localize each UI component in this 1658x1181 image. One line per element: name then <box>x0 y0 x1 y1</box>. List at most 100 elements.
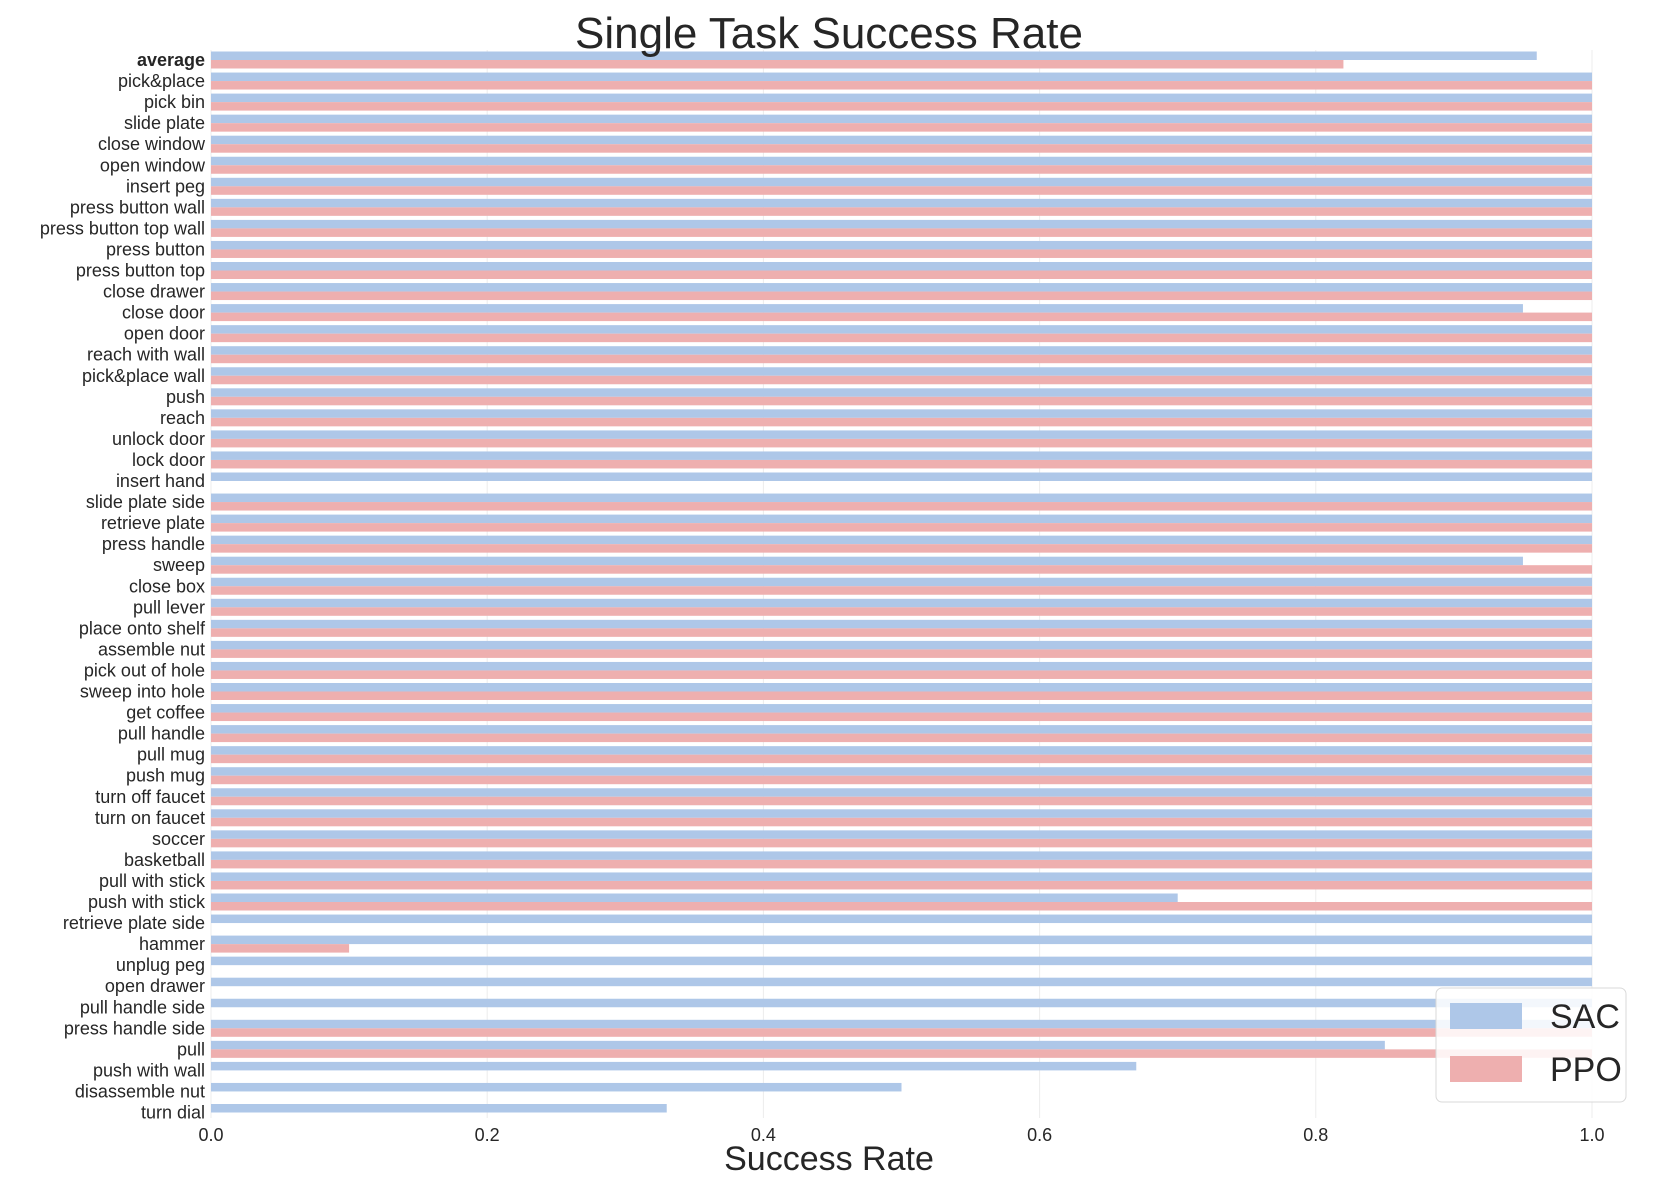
y-tick-label: pick&place <box>118 71 205 91</box>
bar-sac <box>211 430 1592 439</box>
bar-ppo <box>211 565 1592 574</box>
bar-ppo <box>211 144 1592 153</box>
bar-sac <box>211 177 1592 187</box>
bar-ppo <box>211 1028 1592 1037</box>
bar-sac <box>211 514 1592 524</box>
y-tick-label: press handle side <box>64 1018 205 1038</box>
y-tick-label: retrieve plate <box>101 513 205 533</box>
y-tick-label: pick bin <box>144 92 205 112</box>
x-tick-label: 0.2 <box>475 1125 500 1145</box>
bar-ppo <box>211 123 1592 132</box>
bar-sac <box>211 619 1592 629</box>
bar-sac <box>211 135 1592 145</box>
y-tick-label: press button top <box>76 261 205 281</box>
bar-ppo <box>211 880 1592 890</box>
bar-sac <box>211 998 1592 1008</box>
bar-sac <box>211 893 1178 902</box>
bar-ppo <box>211 502 1592 511</box>
bar-ppo <box>211 628 1592 637</box>
bar-sac <box>211 956 1592 966</box>
y-tick-label: turn off faucet <box>95 787 205 807</box>
y-tick-label: insert hand <box>116 471 205 491</box>
y-tick-label: basketball <box>124 850 205 870</box>
y-tick-label: turn dial <box>141 1103 205 1123</box>
y-tick-label: slide plate <box>124 113 205 133</box>
y-tick-label: lock door <box>132 450 205 470</box>
y-tick-label: close drawer <box>103 282 205 302</box>
chart-title: Single Task Success Rate <box>575 9 1083 58</box>
y-tick-label: close box <box>129 576 205 596</box>
y-tick-label: close door <box>122 303 205 323</box>
bar-ppo <box>211 670 1592 679</box>
y-tick-label: open drawer <box>105 976 205 996</box>
y-tick-label: pull with stick <box>99 871 206 891</box>
y-tick-label: pull handle side <box>80 997 205 1017</box>
bar-ppo <box>211 523 1592 532</box>
y-tick-label: press handle <box>102 534 205 554</box>
bar-sac <box>211 725 1592 734</box>
bar-ppo <box>211 333 1592 343</box>
bar-ppo <box>211 796 1592 806</box>
bar-sac <box>211 746 1592 755</box>
bar-sac <box>211 1019 1592 1029</box>
y-tick-label: push mug <box>126 766 205 786</box>
bar-ppo <box>211 291 1592 301</box>
bar-ppo <box>211 81 1592 90</box>
bar-ppo <box>211 859 1592 869</box>
bar-ppo <box>211 396 1592 406</box>
legend-label-ppo: PPO <box>1550 1051 1622 1089</box>
bar-sac <box>211 1040 1385 1050</box>
bar-sac <box>211 240 1592 250</box>
bar-sac <box>211 788 1592 797</box>
bar-sac <box>211 683 1592 692</box>
y-tick-label: hammer <box>139 934 205 954</box>
bar-sac <box>211 93 1592 103</box>
bar-sac <box>211 1104 667 1113</box>
bar-sac <box>211 493 1592 503</box>
y-tick-label: open door <box>124 324 205 344</box>
bar-sac <box>211 72 1592 82</box>
bar-sac <box>211 577 1592 587</box>
bar-sac <box>211 872 1592 881</box>
x-tick-label: 0.0 <box>198 1125 223 1145</box>
bar-ppo <box>211 270 1592 279</box>
y-tick-label: pull handle <box>118 724 205 744</box>
y-tick-label: reach <box>160 408 205 428</box>
bar-ppo <box>211 438 1592 448</box>
y-tick-label: pick&place wall <box>82 366 205 386</box>
y-tick-label: unlock door <box>112 429 205 449</box>
bar-ppo <box>211 544 1592 553</box>
y-tick-label: press button wall <box>70 197 205 217</box>
bar-ppo <box>211 586 1592 595</box>
x-tick-label: 0.6 <box>1027 1125 1052 1145</box>
x-tick-label: 0.4 <box>751 1125 776 1145</box>
bar-sac <box>211 914 1592 924</box>
legend-label-sac: SAC <box>1550 998 1620 1036</box>
y-tick-label: unplug peg <box>116 955 205 975</box>
bar-ppo <box>211 944 350 953</box>
bar-sac <box>211 1061 1137 1071</box>
bar-ppo <box>211 312 1592 322</box>
y-tick-label: sweep into hole <box>80 682 205 702</box>
y-tick-label: press button top wall <box>40 218 205 238</box>
legend-swatch-ppo <box>1450 1056 1522 1082</box>
bar-sac <box>211 409 1592 418</box>
y-tick-label: assemble nut <box>98 639 205 659</box>
y-tick-label: pull <box>177 1039 205 1059</box>
x-tick-label: 1.0 <box>1579 1125 1604 1145</box>
bar-ppo <box>211 712 1592 722</box>
bar-ppo <box>211 165 1592 174</box>
y-tick-label: pull lever <box>133 597 205 617</box>
bar-sac <box>211 661 1592 671</box>
bar-sac <box>211 535 1592 545</box>
bar-sac <box>211 388 1592 397</box>
bar-sac <box>211 367 1592 376</box>
bar-sac <box>211 809 1592 818</box>
y-tick-label: place onto shelf <box>79 618 206 638</box>
y-tick-label: soccer <box>152 829 205 849</box>
y-tick-label: pick out of hole <box>84 660 205 680</box>
bar-ppo <box>211 754 1592 764</box>
y-tick-label: turn on faucet <box>95 808 205 828</box>
bar-sac <box>211 704 1592 713</box>
